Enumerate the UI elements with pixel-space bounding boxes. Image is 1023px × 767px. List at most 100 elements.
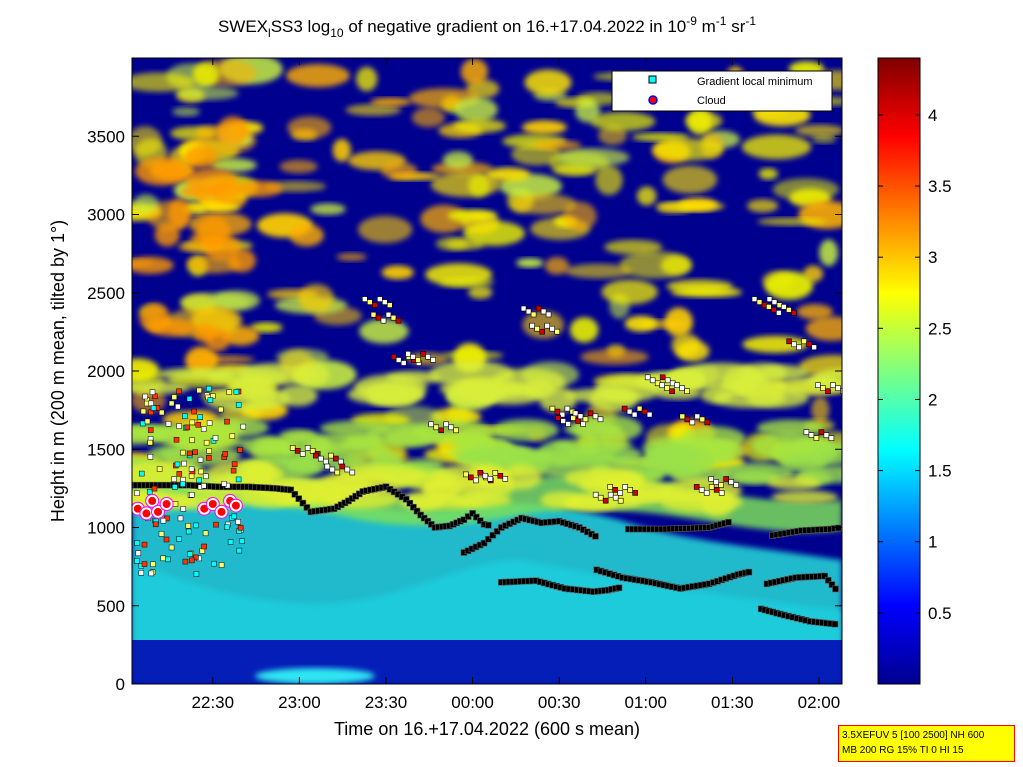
upper-level-marker	[694, 413, 701, 420]
upper-level-marker	[324, 463, 331, 470]
colorbar-tick-label: 2.5	[928, 319, 952, 338]
cluster-marker	[197, 456, 204, 463]
cluster-marker	[235, 476, 242, 483]
upper-level-marker	[317, 455, 324, 462]
cluster-marker	[221, 481, 227, 487]
upper-level-marker	[577, 413, 584, 420]
upper-level-marker	[818, 429, 825, 435]
cluster-marker	[135, 550, 142, 556]
field-patch	[454, 97, 498, 123]
cluster-marker	[202, 530, 209, 537]
upper-level-marker	[713, 487, 720, 493]
legend-circle-marker	[648, 95, 658, 105]
gradient-minimum-point	[303, 504, 311, 511]
upper-level-marker	[448, 424, 455, 431]
cluster-marker	[206, 455, 212, 461]
upper-level-marker	[664, 377, 671, 384]
cluster-marker	[149, 389, 156, 395]
field-patch	[310, 203, 346, 215]
field-patch	[356, 66, 378, 92]
cluster-marker	[236, 547, 243, 554]
upper-level-marker	[559, 411, 566, 418]
gradient-minimum-point	[413, 507, 421, 515]
upper-level-marker	[713, 479, 720, 485]
upper-level-marker	[477, 469, 484, 476]
field-patch	[811, 134, 837, 144]
cluster-marker	[182, 413, 188, 420]
field-patch	[516, 258, 544, 268]
layer-patch	[446, 384, 498, 406]
colorbar-tick-label: 1	[928, 533, 937, 552]
upper-level-marker	[825, 388, 831, 395]
field-patch	[595, 165, 623, 196]
cluster-marker	[235, 519, 241, 525]
field-patch	[746, 199, 779, 213]
cluster-marker	[152, 521, 159, 528]
upper-level-marker	[823, 432, 830, 438]
upper-level-marker	[544, 322, 551, 329]
upper-level-marker	[395, 317, 402, 324]
hot-patch	[217, 116, 249, 147]
legend-square-marker	[648, 75, 657, 84]
info-line-2: MB 200 RG 15% TI 0 HI 15	[842, 745, 964, 756]
gradient-minimum-point	[406, 499, 414, 507]
upper-level-marker	[395, 357, 402, 363]
layer-patch	[210, 417, 269, 437]
cloud-point-ring	[228, 498, 243, 513]
cluster-marker	[156, 466, 163, 472]
upper-level-marker	[659, 374, 666, 381]
upper-level-marker	[806, 341, 812, 348]
cluster-marker	[134, 558, 140, 564]
gradient-minimum-point	[295, 495, 303, 503]
heatmap-field	[132, 58, 842, 684]
cluster-marker	[230, 467, 237, 474]
upper-level-marker	[820, 385, 826, 392]
field-patch	[287, 116, 332, 139]
upper-level-marker	[622, 484, 629, 490]
field-patch	[411, 107, 445, 128]
gradient-minimum-point	[489, 531, 497, 539]
x-tick-label: 00:30	[538, 693, 581, 712]
cluster-marker	[231, 513, 238, 520]
upper-level-marker	[502, 475, 509, 482]
upper-level-marker	[410, 353, 416, 360]
field-patch	[276, 348, 329, 366]
upper-level-marker	[597, 416, 604, 423]
y-tick-label: 1500	[87, 440, 125, 459]
upper-level-marker	[560, 418, 567, 424]
cluster-marker	[185, 528, 192, 535]
upper-level-marker	[781, 304, 787, 310]
upper-level-marker	[565, 421, 572, 427]
upper-level-marker	[669, 388, 675, 395]
cluster-marker	[171, 394, 178, 400]
cloud-point-ring	[205, 497, 220, 511]
upper-level-marker	[575, 418, 582, 424]
field-patch	[757, 217, 827, 226]
field-patch	[575, 99, 601, 123]
cloud-point-ring	[214, 504, 229, 519]
cluster-marker	[187, 551, 193, 557]
upper-level-marker	[376, 296, 383, 302]
gradient-minimum-point	[824, 576, 832, 584]
cluster-marker	[151, 485, 158, 492]
upper-level-marker	[530, 311, 537, 318]
upper-level-marker	[312, 452, 319, 459]
upper-level-marker	[415, 356, 421, 363]
upper-level-marker	[617, 497, 624, 504]
upper-level-marker	[813, 435, 820, 441]
layer-patch	[810, 441, 842, 465]
field-patch	[441, 351, 504, 360]
field-patch	[182, 202, 241, 212]
field-patch	[468, 285, 493, 299]
field-patch	[172, 107, 201, 117]
upper-level-marker	[420, 350, 426, 357]
colorbar-tick-label: 3	[928, 248, 937, 267]
upper-level-marker	[344, 466, 351, 473]
upper-level-marker	[602, 497, 609, 504]
field-patch	[805, 316, 842, 341]
field-patch	[811, 396, 830, 423]
field-patch	[619, 251, 690, 279]
x-tick-label: 02:00	[798, 693, 841, 712]
upper-level-marker	[815, 382, 821, 389]
upper-level-marker	[689, 419, 696, 426]
